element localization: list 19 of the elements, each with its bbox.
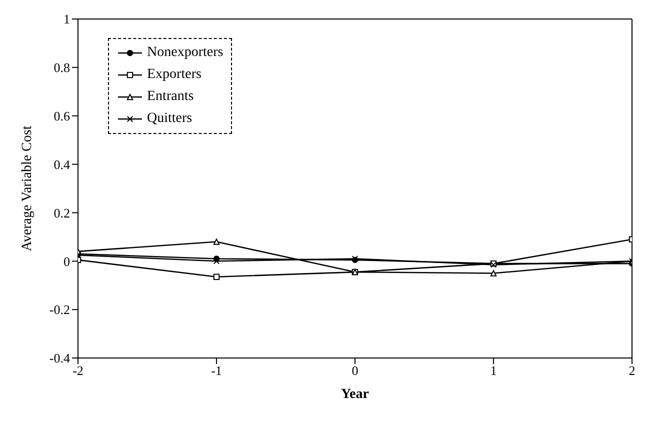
x-axis-title: Year [341,387,369,402]
y-tick-label: 0.8 [54,60,70,76]
legend-label: Entrants [147,89,194,105]
y-tick-label: 0.4 [54,156,70,172]
y-axis-title: Average Variable Cost [20,126,35,252]
y-tick-label: -0.4 [49,350,70,366]
legend-label: Nonexporters [147,45,224,61]
x-tick-label: -2 [72,363,84,378]
x-tick-label: -1 [211,363,222,378]
y-tick-label: -0.2 [49,302,70,318]
legend-label: Quitters [147,111,192,127]
x-tick-label: 0 [352,363,358,378]
legend-label: Exporters [147,67,202,83]
y-tick-label: 0 [64,254,70,269]
x-tick-label: 2 [628,363,636,378]
y-tick-label: 1 [64,12,70,27]
y-tick-label: 0.6 [54,108,70,124]
x-tick-label: 1 [490,363,497,378]
y-tick-label: 0.2 [54,205,70,220]
